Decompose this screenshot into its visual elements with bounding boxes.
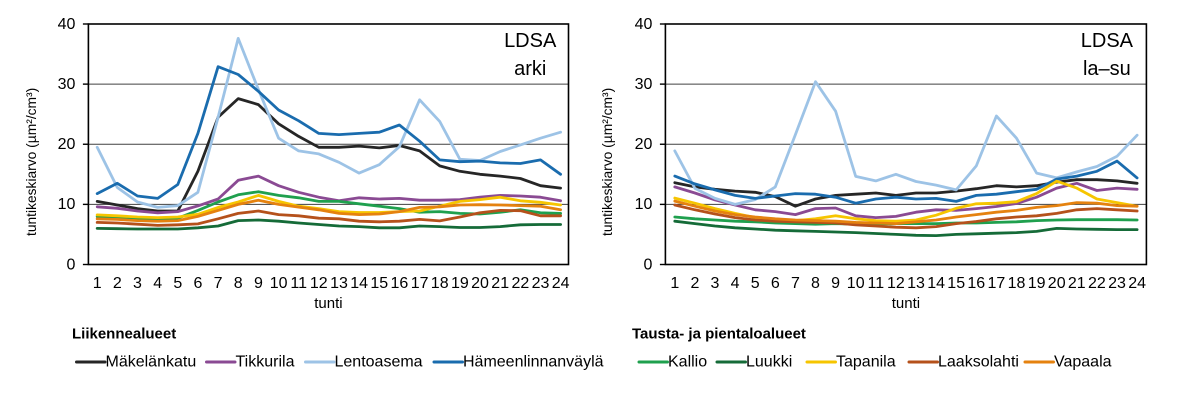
svg-text:15: 15 xyxy=(370,275,388,292)
svg-text:22: 22 xyxy=(512,275,530,292)
svg-text:18: 18 xyxy=(431,275,449,292)
svg-text:8: 8 xyxy=(234,275,243,292)
svg-text:11: 11 xyxy=(867,275,884,292)
svg-text:5: 5 xyxy=(751,275,760,292)
svg-text:5: 5 xyxy=(173,275,182,292)
svg-text:17: 17 xyxy=(411,275,429,292)
svg-text:10: 10 xyxy=(270,275,288,292)
svg-text:Liikennealueet: Liikennealueet xyxy=(72,326,176,343)
svg-text:21: 21 xyxy=(491,275,509,292)
svg-text:10: 10 xyxy=(58,196,76,213)
svg-text:0: 0 xyxy=(66,256,75,273)
svg-text:6: 6 xyxy=(193,275,202,292)
svg-text:LDSA: LDSA xyxy=(504,30,557,52)
svg-text:13: 13 xyxy=(330,275,348,292)
svg-text:23: 23 xyxy=(532,275,550,292)
svg-text:14: 14 xyxy=(350,275,368,292)
svg-text:2: 2 xyxy=(113,275,122,292)
svg-text:19: 19 xyxy=(451,275,469,292)
svg-text:tuntikeskiarvo (µm²/cm³): tuntikeskiarvo (µm²/cm³) xyxy=(600,88,615,236)
svg-text:8: 8 xyxy=(811,275,820,292)
svg-text:1: 1 xyxy=(93,275,102,292)
svg-text:4: 4 xyxy=(731,275,740,292)
svg-text:21: 21 xyxy=(1068,275,1086,292)
svg-text:23: 23 xyxy=(1108,275,1126,292)
svg-text:16: 16 xyxy=(391,275,409,292)
svg-text:24: 24 xyxy=(552,275,570,292)
svg-text:Luukki: Luukki xyxy=(746,354,792,371)
svg-text:7: 7 xyxy=(214,275,223,292)
svg-text:3: 3 xyxy=(711,275,720,292)
svg-text:20: 20 xyxy=(58,136,76,153)
svg-text:40: 40 xyxy=(635,16,653,33)
svg-text:18: 18 xyxy=(1008,275,1026,292)
svg-text:tunti: tunti xyxy=(314,295,342,312)
svg-text:17: 17 xyxy=(988,275,1006,292)
svg-text:Tausta- ja pientaloalueet: Tausta- ja pientaloalueet xyxy=(632,326,806,343)
svg-text:24: 24 xyxy=(1128,275,1146,292)
svg-text:Laaksolahti: Laaksolahti xyxy=(938,354,1019,371)
svg-text:12: 12 xyxy=(310,275,328,292)
svg-text:10: 10 xyxy=(635,196,653,213)
svg-text:Lentoasema: Lentoasema xyxy=(335,354,423,371)
svg-text:16: 16 xyxy=(967,275,985,292)
svg-text:tuntikeskiarvo (µm²/cm³): tuntikeskiarvo (µm²/cm³) xyxy=(24,88,39,236)
svg-text:11: 11 xyxy=(290,275,307,292)
svg-text:20: 20 xyxy=(471,275,489,292)
svg-text:30: 30 xyxy=(635,76,653,93)
svg-text:Mäkelänkatu: Mäkelänkatu xyxy=(106,354,197,371)
svg-text:30: 30 xyxy=(58,76,76,93)
svg-text:12: 12 xyxy=(887,275,905,292)
svg-text:13: 13 xyxy=(907,275,925,292)
svg-text:arki: arki xyxy=(514,58,546,80)
svg-text:Vapaala: Vapaala xyxy=(1054,354,1112,371)
svg-text:15: 15 xyxy=(947,275,965,292)
svg-text:la–su: la–su xyxy=(1083,58,1131,80)
svg-text:10: 10 xyxy=(847,275,865,292)
svg-text:40: 40 xyxy=(58,16,76,33)
svg-text:Kallio: Kallio xyxy=(668,354,707,371)
svg-text:Hämeenlinnanväylä: Hämeenlinnanväylä xyxy=(463,354,604,371)
svg-text:3: 3 xyxy=(133,275,142,292)
svg-text:7: 7 xyxy=(791,275,800,292)
svg-text:19: 19 xyxy=(1028,275,1046,292)
svg-text:0: 0 xyxy=(643,256,652,273)
svg-text:20: 20 xyxy=(635,136,653,153)
svg-text:2: 2 xyxy=(690,275,699,292)
svg-text:22: 22 xyxy=(1088,275,1106,292)
svg-text:9: 9 xyxy=(254,275,263,292)
svg-text:20: 20 xyxy=(1048,275,1066,292)
svg-text:14: 14 xyxy=(927,275,945,292)
svg-text:Tikkurila: Tikkurila xyxy=(236,354,295,371)
svg-text:6: 6 xyxy=(771,275,780,292)
svg-text:4: 4 xyxy=(153,275,162,292)
svg-text:Tapanila: Tapanila xyxy=(836,354,896,371)
svg-text:1: 1 xyxy=(670,275,679,292)
svg-text:tunti: tunti xyxy=(892,295,920,312)
svg-text:LDSA: LDSA xyxy=(1081,30,1134,52)
svg-text:9: 9 xyxy=(831,275,840,292)
